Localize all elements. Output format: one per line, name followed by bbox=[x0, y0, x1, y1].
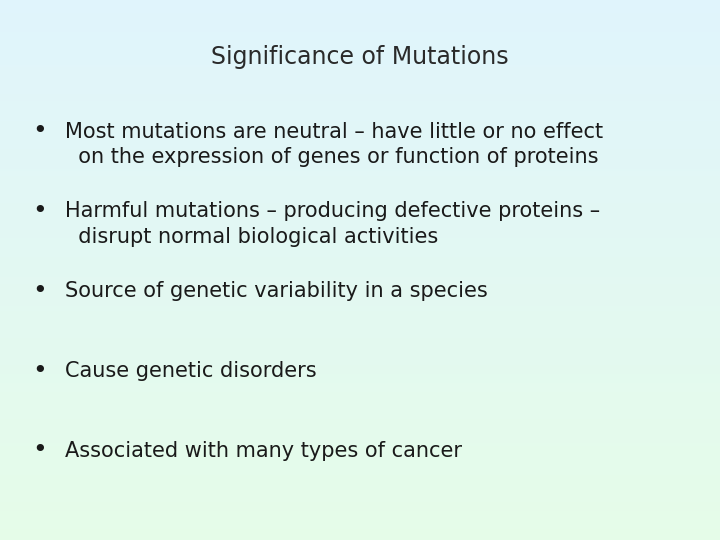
Text: •: • bbox=[32, 359, 47, 382]
Text: •: • bbox=[32, 199, 47, 222]
Text: •: • bbox=[32, 119, 47, 143]
Text: Associated with many types of cancer: Associated with many types of cancer bbox=[65, 441, 462, 461]
Text: Significance of Mutations: Significance of Mutations bbox=[211, 45, 509, 69]
Text: Most mutations are neutral – have little or no effect
  on the expression of gen: Most mutations are neutral – have little… bbox=[65, 122, 603, 167]
Text: Source of genetic variability in a species: Source of genetic variability in a speci… bbox=[65, 281, 487, 301]
Text: •: • bbox=[32, 438, 47, 462]
Text: Harmful mutations – producing defective proteins –
  disrupt normal biological a: Harmful mutations – producing defective … bbox=[65, 201, 600, 247]
Text: •: • bbox=[32, 279, 47, 302]
Text: Cause genetic disorders: Cause genetic disorders bbox=[65, 361, 316, 381]
